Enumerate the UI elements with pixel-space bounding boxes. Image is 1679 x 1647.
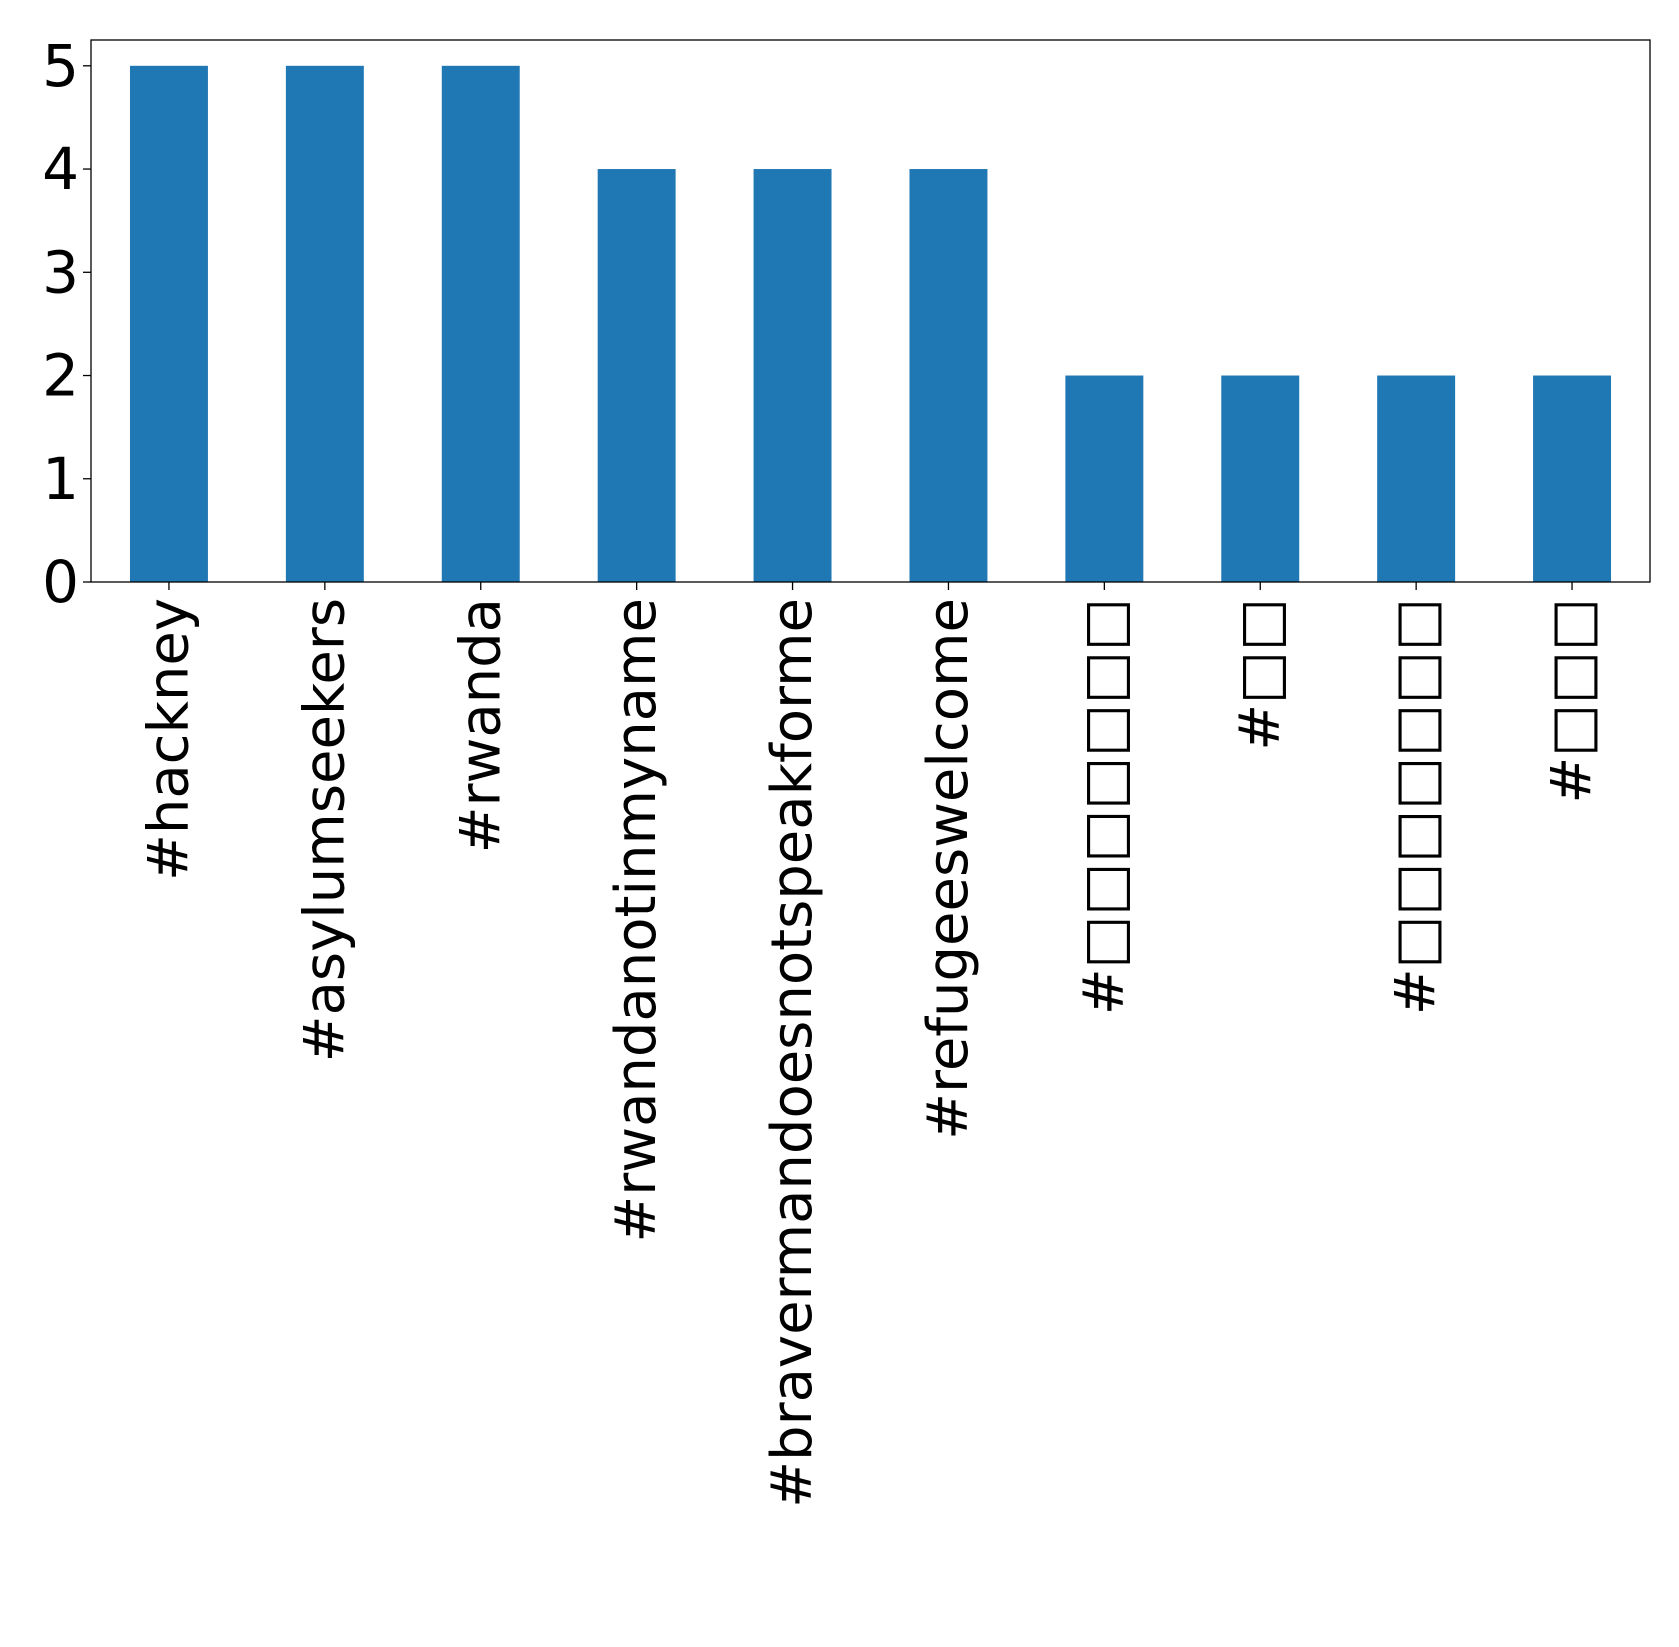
bars-group [129, 65, 1612, 583]
x-tick-label-3: #rwandanotinmyname [604, 598, 669, 1243]
x-tick-label-9: #□□□ [1540, 598, 1605, 804]
y-axis: 0 1 2 3 4 5 [42, 32, 91, 616]
x-axis: #hackney #asylumseekers #rwanda #rwandanoti… [136, 582, 1605, 1508]
bar-6 [1065, 375, 1144, 582]
bar-8 [1377, 375, 1456, 582]
x-tick-label-6: #□□□□□□□ [1072, 598, 1137, 1015]
y-tick-label-5: 5 [42, 32, 79, 100]
y-tick-label-0: 0 [42, 548, 79, 616]
y-tick-label-1: 1 [42, 445, 79, 513]
x-tick-label-5: #refugeeswelcome [916, 598, 981, 1140]
bar-7 [1221, 375, 1300, 582]
bar-3 [597, 169, 676, 583]
bar-5 [909, 169, 988, 583]
bar-0 [129, 65, 208, 583]
y-tick-label-4: 4 [42, 135, 79, 203]
y-tick-label-3: 3 [42, 238, 79, 306]
x-tick-label-7: #□□ [1228, 598, 1293, 751]
y-tick-label-2: 2 [42, 342, 79, 410]
x-tick-label-0: #hackney [136, 598, 201, 881]
x-tick-label-1: #asylumseekers [292, 598, 357, 1062]
bar-2 [441, 65, 520, 583]
bar-4 [753, 169, 832, 583]
x-tick-label-2: #rwanda [448, 598, 513, 853]
plot-frame [90, 39, 1651, 583]
x-tick-label-8: #□□□□□□□ [1384, 598, 1449, 1015]
x-tick-label-4: #bravermandoesnotspeakforme [760, 598, 825, 1508]
bar-9 [1533, 375, 1612, 582]
bar-1 [285, 65, 364, 583]
